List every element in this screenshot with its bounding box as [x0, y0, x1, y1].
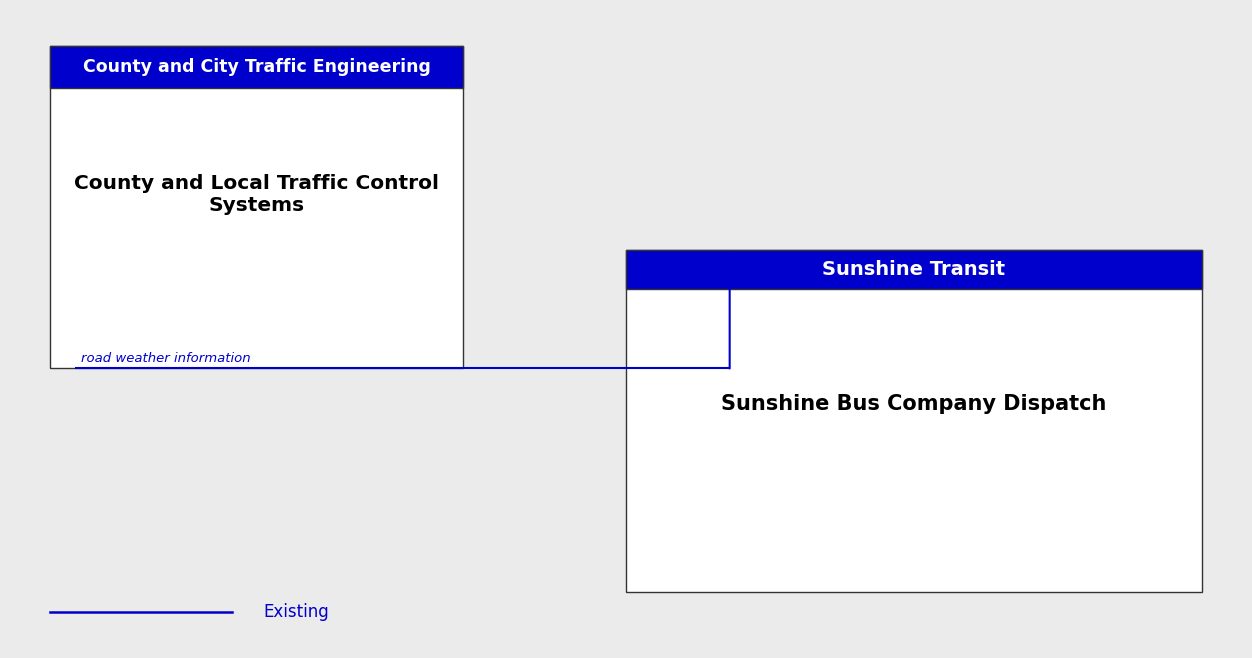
Bar — [50, 46, 463, 368]
Text: Sunshine Transit: Sunshine Transit — [823, 260, 1005, 279]
Bar — [626, 250, 1202, 290]
Bar — [50, 46, 463, 88]
Text: road weather information: road weather information — [81, 352, 250, 365]
Text: County and Local Traffic Control
Systems: County and Local Traffic Control Systems — [74, 174, 439, 215]
Text: County and City Traffic Engineering: County and City Traffic Engineering — [83, 58, 431, 76]
Bar — [626, 250, 1202, 592]
Text: Sunshine Bus Company Dispatch: Sunshine Bus Company Dispatch — [721, 394, 1107, 415]
Text: Existing: Existing — [263, 603, 329, 621]
